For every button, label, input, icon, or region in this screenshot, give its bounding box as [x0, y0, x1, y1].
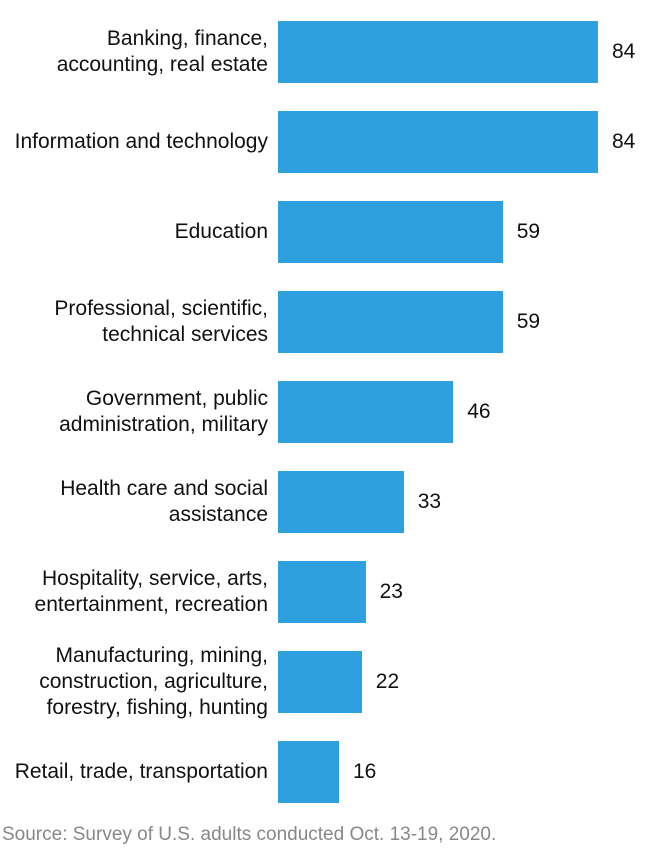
chart-row: Health care and social assistance 33	[0, 462, 649, 542]
row-value: 84	[598, 40, 635, 64]
bar-area: 59	[278, 201, 649, 263]
chart-row: Manufacturing, mining, construction, agr…	[0, 642, 649, 722]
chart-row: Information and technology 84	[0, 102, 649, 182]
chart-row: Retail, trade, transportation 16	[0, 732, 649, 812]
row-value: 33	[404, 490, 441, 514]
bar	[278, 741, 339, 803]
row-value: 59	[503, 310, 540, 334]
row-value: 59	[503, 220, 540, 244]
row-value: 46	[453, 400, 490, 424]
bar-area: 84	[278, 111, 649, 173]
bar-area: 16	[278, 741, 649, 803]
bar	[278, 471, 404, 533]
bar-area: 59	[278, 291, 649, 353]
row-label: Professional, scientific, technical serv…	[0, 296, 278, 349]
chart-rows: Banking, finance, accounting, real estat…	[0, 12, 649, 818]
bar-area: 23	[278, 561, 649, 623]
row-label: Health care and social assistance	[0, 476, 278, 529]
row-value: 22	[362, 670, 399, 694]
bar-area: 33	[278, 471, 649, 533]
row-label: Government, public administration, milit…	[0, 386, 278, 439]
bar	[278, 21, 598, 83]
bar-area: 84	[278, 21, 649, 83]
bar	[278, 111, 598, 173]
chart-row: Hospitality, service, arts, entertainmen…	[0, 552, 649, 632]
row-label: Banking, finance, accounting, real estat…	[0, 26, 278, 79]
row-value: 16	[339, 760, 376, 784]
bar-area: 46	[278, 381, 649, 443]
bar-area: 22	[278, 651, 649, 713]
bar	[278, 651, 362, 713]
bar	[278, 201, 503, 263]
chart-row: Education 59	[0, 192, 649, 272]
source-text: Source: Survey of U.S. adults conducted …	[0, 818, 649, 846]
chart-row: Professional, scientific, technical serv…	[0, 282, 649, 362]
chart-row: Banking, finance, accounting, real estat…	[0, 12, 649, 92]
row-label: Retail, trade, transportation	[0, 759, 278, 785]
bar	[278, 381, 453, 443]
row-value: 23	[366, 580, 403, 604]
row-label: Education	[0, 219, 278, 245]
bar	[278, 561, 366, 623]
bar	[278, 291, 503, 353]
row-value: 84	[598, 130, 635, 154]
chart-row: Government, public administration, milit…	[0, 372, 649, 452]
row-label: Information and technology	[0, 129, 278, 155]
row-label: Hospitality, service, arts, entertainmen…	[0, 566, 278, 619]
row-label: Manufacturing, mining, construction, agr…	[0, 643, 278, 722]
bar-chart: Banking, finance, accounting, real estat…	[0, 0, 667, 858]
